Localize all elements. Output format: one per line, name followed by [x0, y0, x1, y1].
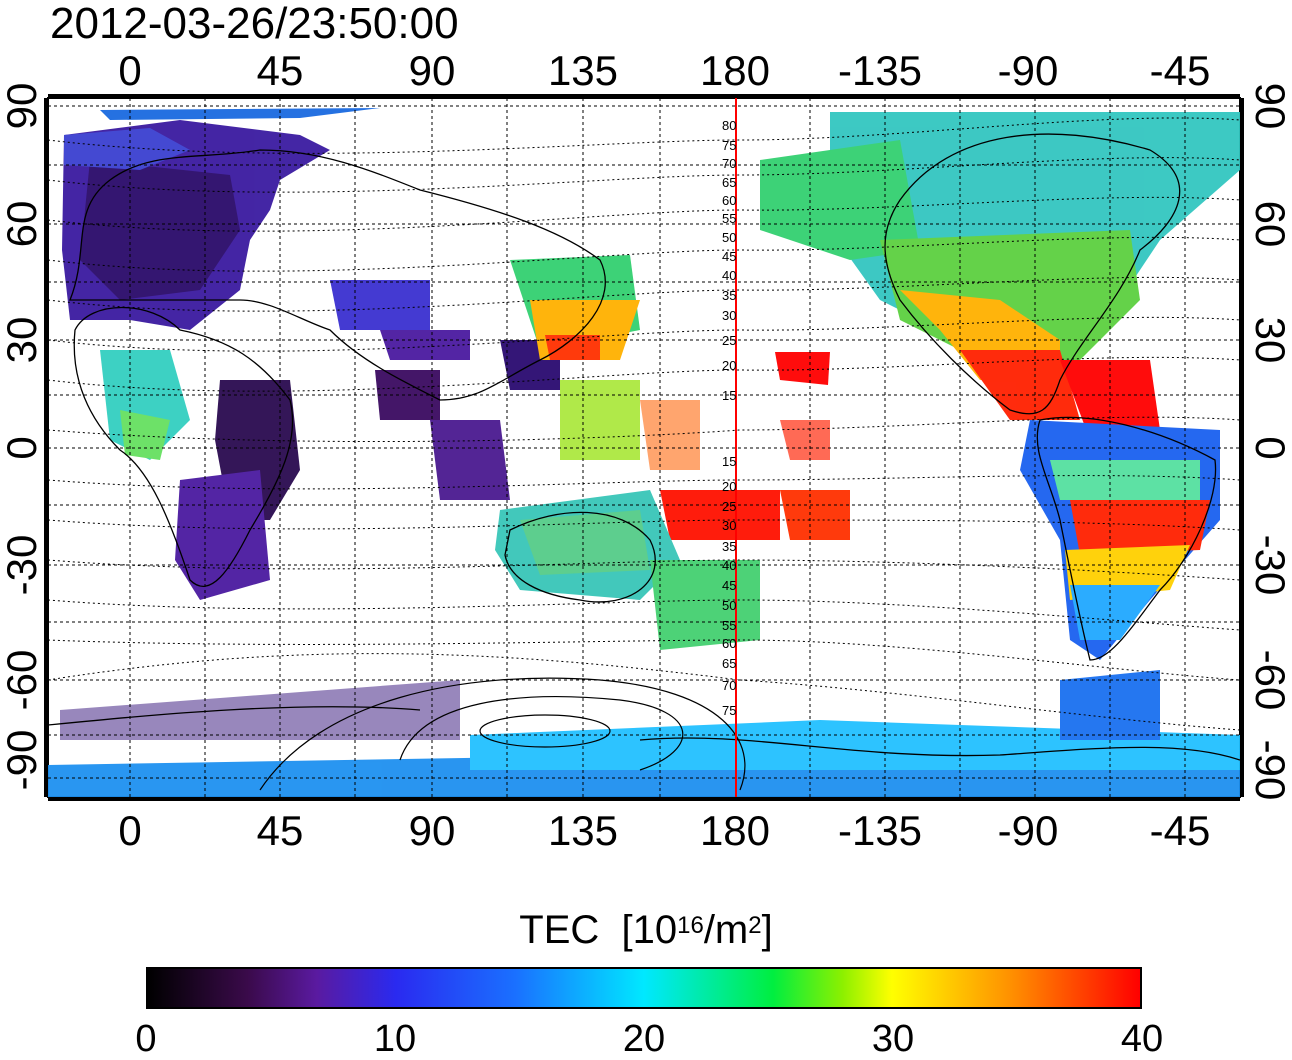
lat-tick-label: 90 [1247, 83, 1292, 130]
lat-tick-label: -60 [1247, 650, 1292, 711]
lon-tick-label: -90 [998, 47, 1059, 94]
mlat-label: 75 [722, 138, 736, 153]
lon-tick-label: 180 [700, 807, 770, 854]
left-latitude-labels: 90 60 30 0 -30 -60 -90 [0, 83, 45, 791]
mlat-label: 15 [722, 454, 736, 469]
colorbar-label: 20 [622, 1018, 666, 1060]
mlat-label: 35 [722, 288, 736, 303]
mlat-label: 50 [722, 230, 736, 245]
mlat-label: 30 [722, 518, 736, 533]
colorbar-unit-exponent-2: 2 [748, 912, 762, 939]
lat-tick-label: 60 [1247, 201, 1292, 248]
lon-tick-label: -135 [838, 47, 922, 94]
lon-tick-label: 0 [118, 807, 141, 854]
lon-tick-label: 180 [700, 47, 770, 94]
lat-tick-label: -30 [0, 535, 45, 596]
lon-tick-label: -90 [998, 807, 1059, 854]
mlat-label: 40 [722, 268, 736, 283]
colorbar-unit-exponent: 16 [677, 912, 704, 939]
mlat-label: 25 [722, 333, 736, 348]
frame-ticks [44, 94, 1244, 801]
lat-lon-grid [48, 98, 1240, 797]
mlat-label: 55 [722, 211, 736, 226]
mlat-label: 65 [722, 175, 736, 190]
mlat-label: 25 [722, 499, 736, 514]
mlat-label: 50 [722, 598, 736, 613]
right-latitude-labels: 90 60 30 0 -30 -60 -90 [1247, 83, 1292, 801]
timestamp-title: 2012-03-26/23:50:00 [50, 0, 459, 48]
mlat-label: 40 [722, 558, 736, 573]
colorbar-label: 10 [373, 1018, 417, 1060]
coastlines [48, 133, 1240, 761]
magnetic-pole-contours [259, 677, 746, 791]
lon-tick-label: 45 [257, 47, 304, 94]
lat-tick-label: 60 [0, 201, 45, 248]
colorbar-label: 30 [871, 1018, 915, 1060]
lat-tick-label: 0 [0, 436, 45, 459]
mlat-label: 30 [722, 308, 736, 323]
magnetic-latitude-labels: 80 75 70 65 60 55 50 45 40 35 30 25 20 1… [722, 118, 736, 718]
colorbar-title: TEC [1016/m2] [0, 908, 1292, 952]
mlat-label: 65 [722, 656, 736, 671]
mlat-label: 20 [722, 358, 736, 373]
lat-tick-label: -90 [1247, 740, 1292, 801]
mlat-label: 55 [722, 618, 736, 633]
lat-tick-label: 30 [0, 317, 45, 364]
mlat-label: 45 [722, 249, 736, 264]
colorbar-quantity: TEC [519, 908, 600, 952]
colorbar-unit-mid: /m [703, 908, 749, 952]
mlat-label: 70 [722, 678, 736, 693]
mlat-label: 20 [722, 479, 736, 494]
lat-tick-label: 90 [0, 83, 45, 130]
colorbar-label: 40 [1120, 1018, 1164, 1060]
lon-tick-label: 135 [548, 47, 618, 94]
colorbar-label: 0 [135, 1018, 157, 1060]
lon-tick-label: -45 [1150, 807, 1211, 854]
lat-tick-label: -90 [0, 730, 45, 791]
mlat-label: 45 [722, 578, 736, 593]
lon-tick-label: 135 [548, 807, 618, 854]
lat-tick-label: 30 [1247, 317, 1292, 364]
lon-tick-label: -135 [838, 807, 922, 854]
mlat-label: 15 [722, 388, 736, 403]
lat-tick-label: 0 [1247, 436, 1292, 459]
lon-tick-label: 90 [409, 47, 456, 94]
lon-tick-label: 0 [118, 47, 141, 94]
colorbar-unit-base: [10 [621, 908, 678, 952]
mlat-label: 60 [722, 193, 736, 208]
mlat-label: 60 [722, 636, 736, 651]
mlat-label: 70 [722, 156, 736, 171]
lon-tick-label: -45 [1150, 47, 1211, 94]
mlat-label: 35 [722, 539, 736, 554]
lon-tick-label: 90 [409, 807, 456, 854]
lat-tick-label: -30 [1247, 535, 1292, 596]
lat-tick-label: -60 [0, 650, 45, 711]
mlat-label: 80 [722, 118, 736, 133]
tec-data-layer [48, 108, 1240, 797]
top-longitude-labels: 0 45 90 135 180 -135 -90 -45 [118, 47, 1210, 94]
bottom-longitude-labels: 0 45 90 135 180 -135 -90 -45 [118, 807, 1210, 854]
mlat-label: 75 [722, 703, 736, 718]
lon-tick-label: 45 [257, 807, 304, 854]
tec-colorbar [146, 967, 1142, 1009]
colorbar-unit-end: ] [761, 908, 773, 952]
magnetic-latitude-contours [48, 117, 1240, 731]
